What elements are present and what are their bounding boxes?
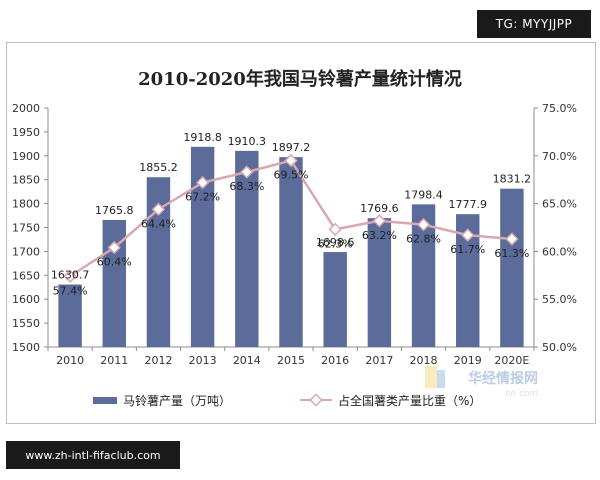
y-left-tick-label: 1650 (12, 269, 40, 282)
chart-title: 2010-2020年我国马铃薯产量统计情况 (138, 68, 462, 90)
x-tick-label: 2018 (410, 354, 438, 367)
x-tick-label: 2015 (277, 354, 305, 367)
line-value-label: 68.3% (229, 180, 264, 193)
url-badge[interactable]: www.zh-intl-fifaclub.com (6, 441, 180, 469)
watermark-logo-icon (425, 366, 437, 388)
legend-swatch-bar (93, 397, 117, 404)
y-right-tick-label: 75.0% (542, 102, 577, 115)
line-point (151, 202, 166, 217)
watermark-logo-icon-2 (437, 370, 445, 388)
y-left-tick-label: 1550 (12, 317, 40, 330)
line-value-label: 63.2% (362, 229, 397, 242)
bar (58, 284, 82, 347)
bar-value-label: 1630.7 (51, 269, 90, 282)
y-left-tick-label: 1850 (12, 174, 40, 187)
line-value-label: 61.7% (450, 243, 485, 256)
watermark: 华经情报网 on.com (425, 366, 538, 399)
line-value-label: 64.4% (141, 217, 176, 230)
line-point (63, 269, 77, 283)
y-right-tick-label: 60.0% (542, 245, 577, 258)
bar (235, 150, 259, 347)
bar (146, 177, 171, 347)
x-tick-label: 2013 (189, 354, 217, 367)
line-point (328, 222, 342, 237)
bar-value-label: 1831.2 (493, 173, 532, 186)
legend-label-bar: 马铃薯产量（万吨） (123, 393, 231, 408)
bar-series (58, 146, 524, 347)
bar-value-label: 1777.9 (448, 198, 487, 211)
line-value-label: 62.3% (318, 237, 353, 250)
bar-value-label: 1769.6 (360, 202, 399, 215)
bar (500, 188, 524, 347)
y-left-tick-label: 1800 (12, 198, 40, 211)
line-point (416, 217, 431, 232)
line-value-label: 61.3% (494, 247, 529, 260)
line-point (372, 214, 387, 228)
y-left-tick-label: 1600 (12, 293, 40, 306)
line-point (240, 165, 254, 179)
line-value-label: 67.2% (185, 191, 220, 204)
x-tick-label: 2019 (454, 354, 482, 367)
chart-legend: 马铃薯产量（万吨） 占全国薯类产量比重（%） (93, 393, 481, 408)
line-point (461, 228, 475, 242)
line-value-label: 62.8% (406, 233, 441, 246)
legend-marker-line (309, 393, 323, 407)
bar-value-label: 1918.8 (183, 131, 222, 144)
bar (411, 204, 436, 347)
bar-value-label: 1765.8 (95, 204, 134, 217)
y-right-tick-label: 50.0% (542, 341, 577, 354)
y-left-tick-label: 2000 (12, 102, 40, 115)
y-right-tick-label: 55.0% (542, 293, 577, 306)
x-tick-label: 2012 (144, 354, 172, 367)
data-labels: 1630.7 1765.8 1855.2 1918.8 1910.3 1897.2 1698… (51, 131, 531, 297)
watermark-text: 华经情报网 (468, 370, 538, 387)
y-left-tick-label: 1900 (12, 150, 40, 163)
bar-value-label: 1897.2 (272, 141, 311, 154)
bar-value-label: 1698.6 (316, 236, 355, 249)
y-left-tick-label: 1700 (12, 245, 40, 258)
y-right-tick-label: 70.0% (542, 150, 577, 163)
watermark-sub: on.com (505, 389, 538, 399)
bar (456, 214, 480, 347)
bar-value-label: 1798.4 (404, 188, 443, 201)
y-left-tick-label: 1750 (12, 222, 40, 235)
bar (367, 218, 392, 347)
line-value-label: 57.4% (53, 284, 88, 297)
line-value-label: 60.4% (97, 256, 132, 269)
bar-value-label: 1910.3 (228, 135, 267, 148)
bar-value-label: 1855.2 (139, 161, 178, 174)
bar (323, 252, 347, 347)
x-tick-label: 2020E (494, 354, 529, 367)
y-left-tick-label: 1500 (12, 341, 40, 354)
line-point (284, 153, 298, 168)
x-tick-label: 2017 (365, 354, 393, 367)
y-right-tick-label: 65.0% (542, 198, 577, 211)
bar (190, 146, 215, 347)
x-tick-label: 2010 (56, 354, 84, 367)
x-tick-label: 2016 (321, 354, 349, 367)
line-point (195, 175, 210, 190)
y-left-tick-label: 1950 (12, 126, 40, 139)
line-point (107, 240, 121, 255)
x-tick-label: 2014 (233, 354, 261, 367)
x-tick-label: 2011 (100, 354, 128, 367)
chart-axes: 1500 1550 1600 1650 1700 1750 1800 1850 1900 1950… (12, 102, 577, 367)
line-series (63, 153, 519, 283)
line-point (505, 232, 519, 246)
bar (279, 157, 303, 347)
line-value-label: 69.5% (274, 169, 309, 182)
legend-label-line: 占全国薯类产量比重（%） (338, 393, 481, 408)
tg-badge: TG: MYYJJPP (477, 10, 591, 38)
